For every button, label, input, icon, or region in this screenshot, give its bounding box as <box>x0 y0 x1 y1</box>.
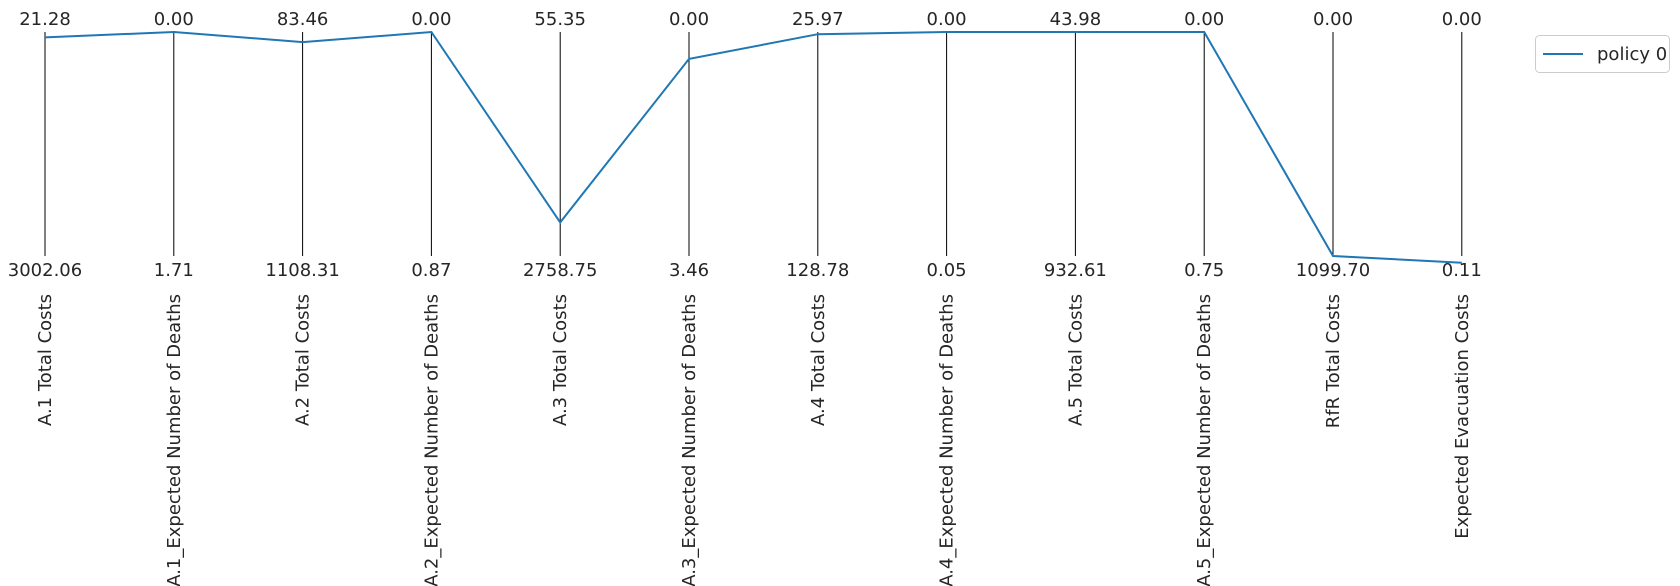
axis-min-label-a-2-total-costs: 1108.31 <box>265 260 339 281</box>
axis-min-label-a-5-total-costs: 932.61 <box>1044 260 1107 281</box>
axis-min-label-a-5-expected-number-of-deaths: 0.75 <box>1184 260 1224 281</box>
axis-min-label-a-4-expected-number-of-deaths: 0.05 <box>927 260 967 281</box>
axis-max-label-rfr-total-costs: 0.00 <box>1313 9 1353 30</box>
axis-title-a-1-expected-number-of-deaths: A.1_Expected Number of Deaths <box>164 294 185 586</box>
axis-title-a-4-expected-number-of-deaths: A.4_Expected Number of Deaths <box>937 294 958 586</box>
axes-layer: 21.28 3002.06 A.1 Total Costs 0.00 1.71 A.1_E… <box>8 9 1482 586</box>
axis-title-a-2-expected-number-of-deaths: A.2_Expected Number of Deaths <box>421 294 442 586</box>
axis-min-label-a-4-total-costs: 128.78 <box>786 260 849 281</box>
axis-min-label-expected-evacuation-costs: 0.11 <box>1442 260 1482 281</box>
legend-frame <box>1535 35 1670 73</box>
axis-min-label-a-1-expected-number-of-deaths: 1.71 <box>154 260 194 281</box>
axis-max-label-a-1-total-costs: 21.28 <box>19 9 71 30</box>
axis-min-label-a-3-expected-number-of-deaths: 3.46 <box>669 260 709 281</box>
series-line-policy-0 <box>44 30 1462 264</box>
axis-title-a-4-total-costs: A.4 Total Costs <box>808 294 829 426</box>
axis-title-a-5-expected-number-of-deaths: A.5_Expected Number of Deaths <box>1194 294 1215 586</box>
axis-min-label-rfr-total-costs: 1099.70 <box>1296 260 1370 281</box>
axis-max-label-expected-evacuation-costs: 0.00 <box>1442 9 1482 30</box>
axis-title-a-1-total-costs: A.1 Total Costs <box>35 294 56 426</box>
legend: policy 0 <box>1535 35 1670 73</box>
axis-title-a-3-total-costs: A.3 Total Costs <box>550 294 571 426</box>
axis-max-label-a-2-total-costs: 83.46 <box>277 9 329 30</box>
axis-title-rfr-total-costs: RfR Total Costs <box>1323 294 1344 428</box>
axis-min-label-a-1-total-costs: 3002.06 <box>8 260 82 281</box>
axis-min-label-a-3-total-costs: 2758.75 <box>523 260 597 281</box>
axis-title-expected-evacuation-costs: Expected Evacuation Costs <box>1452 294 1473 539</box>
axis-title-a-2-total-costs: A.2 Total Costs <box>293 294 314 426</box>
axis-max-label-a-5-expected-number-of-deaths: 0.00 <box>1184 9 1224 30</box>
axis-max-label-a-2-expected-number-of-deaths: 0.00 <box>411 9 451 30</box>
series-layer <box>44 30 1462 264</box>
axis-max-label-a-4-total-costs: 25.97 <box>792 9 844 30</box>
axis-max-label-a-4-expected-number-of-deaths: 0.00 <box>927 9 967 30</box>
axis-title-a-3-expected-number-of-deaths: A.3_Expected Number of Deaths <box>679 294 700 586</box>
axis-max-label-a-3-total-costs: 55.35 <box>534 9 586 30</box>
axis-min-label-a-2-expected-number-of-deaths: 0.87 <box>411 260 451 281</box>
axis-max-label-a-5-total-costs: 43.98 <box>1050 9 1102 30</box>
axis-title-a-5-total-costs: A.5 Total Costs <box>1065 294 1086 426</box>
axis-max-label-a-1-expected-number-of-deaths: 0.00 <box>154 9 194 30</box>
legend-label-policy-0: policy 0 <box>1597 44 1667 65</box>
axis-max-label-a-3-expected-number-of-deaths: 0.00 <box>669 9 709 30</box>
